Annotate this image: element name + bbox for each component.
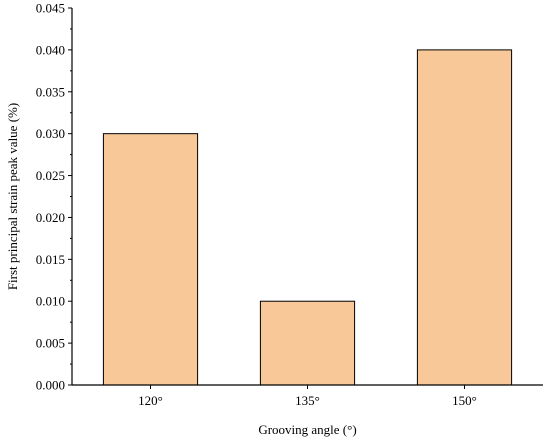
y-tick-label: 0.010 [36, 294, 65, 309]
x-tick-label: 150° [452, 393, 477, 408]
x-ticks-group: 120° 135° 150° [138, 385, 477, 408]
bar-0 [102, 133, 199, 386]
x-tick-label: 135° [295, 393, 320, 408]
y-ticks-group: 0.000 0.005 0.010 0.015 0.020 0.025 0.030 0.035… [36, 1, 72, 393]
y-axis-title: First principal strain peak value (%) [5, 103, 20, 290]
bar-2 [416, 49, 513, 386]
y-tick-label: 0.025 [36, 168, 65, 183]
x-tick-label: 120° [138, 393, 163, 408]
bars-group [102, 49, 513, 386]
x-axis-title: Grooving angle (°) [258, 422, 356, 437]
y-tick-label: 0.000 [36, 378, 65, 393]
y-tick-label: 0.020 [36, 210, 65, 225]
y-tick-label: 0.030 [36, 126, 65, 141]
bar-1 [259, 300, 356, 386]
y-tick-label: 0.040 [36, 42, 65, 57]
y-tick-label: 0.035 [36, 84, 65, 99]
y-tick-label: 0.045 [36, 1, 65, 16]
y-tick-label: 0.005 [36, 336, 65, 351]
y-tick-label: 0.015 [36, 252, 65, 267]
